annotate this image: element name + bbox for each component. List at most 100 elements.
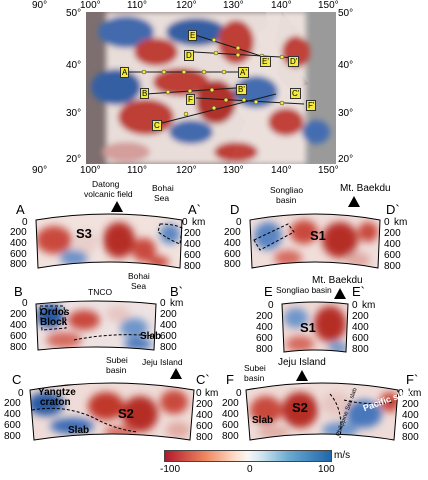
section-F-S2-label: S2 <box>292 400 308 415</box>
section-C-yangtze-label-2: craton <box>40 397 71 408</box>
section-E-surface-label: Songliao basin <box>276 285 332 295</box>
section-F-surface-label-2: basin <box>244 373 265 383</box>
section-C-depth-600: 600 <box>4 420 21 431</box>
lon-tick-bottom-90: 90° <box>32 165 48 176</box>
section-F: F F` Subei basin Jeju Island 0 200 400 6… <box>212 356 428 444</box>
section-F-right-depth-400: 400 <box>402 410 419 421</box>
lon-tick-top-140: 140° <box>271 0 292 11</box>
map-label-D-prime: D' <box>288 56 300 67</box>
section-B-depth-400: 400 <box>10 320 27 331</box>
section-E-depth-200: 200 <box>256 311 273 322</box>
section-D-plot <box>249 213 381 269</box>
section-D-right-label: D` <box>386 202 400 217</box>
section-C-S2-label: S2 <box>118 406 134 421</box>
section-C-right-depth-800: 800 <box>196 432 213 443</box>
section-F-depth-200: 200 <box>222 398 239 409</box>
section-D-right-depth-600: 600 <box>384 250 401 261</box>
section-E-right-label: E` <box>352 284 365 299</box>
section-A-depth-400: 400 <box>10 238 27 249</box>
section-A-right-depth-600: 600 <box>184 250 201 261</box>
lon-tick-top-120: 120° <box>176 0 197 11</box>
section-B-surface-label: TNCO <box>88 287 113 297</box>
section-A: A A` Datong volcanic field Bohai Sea 0 2… <box>0 180 214 280</box>
section-A-S3-label: S3 <box>76 226 92 241</box>
lon-tick-bottom-100: 100° <box>80 165 101 176</box>
section-C-right-depth-0: 0 <box>196 388 202 399</box>
section-B-ordos-label-2: Block <box>40 317 68 328</box>
section-E-right-depth-200: 200 <box>352 311 369 322</box>
lon-tick-top-150: 150° <box>318 0 339 11</box>
section-F-depth-0: 0 <box>236 388 242 399</box>
section-F-right-depth-0: 0 <box>398 388 404 399</box>
section-B-sea-label-1: Bohai <box>128 271 150 281</box>
section-A-right-depth-200: 200 <box>184 228 201 239</box>
section-F-right-depth-800: 800 <box>402 432 419 443</box>
colorbar-tick-max: 100 <box>318 464 335 475</box>
lon-tick-bottom-130: 130° <box>223 165 244 176</box>
lon-tick-bottom-140: 140° <box>271 165 292 176</box>
section-A-sea-label-1: Bohai <box>152 183 174 193</box>
lon-tick-top-110: 110° <box>127 0 147 11</box>
section-B-left-label: B <box>14 284 23 299</box>
lat-tick-right-50: 50° <box>338 8 354 19</box>
section-B-unit: km <box>170 298 184 309</box>
station-dots <box>141 37 285 117</box>
section-C-island-marker <box>170 368 182 379</box>
section-C-unit: km <box>205 388 219 399</box>
section-A-volcano-marker <box>111 201 123 212</box>
tomography-map: 90° 100° 110° 120° 130° 140° 150° 90° 10… <box>0 0 428 176</box>
section-B-depth-600: 600 <box>10 331 27 342</box>
section-E-plot <box>281 301 349 353</box>
section-F-sea-label: Jeju Island <box>278 357 326 368</box>
section-B-depth-800: 800 <box>10 342 27 353</box>
lat-tick-left-20: 20° <box>66 154 82 165</box>
map-label-D: D <box>184 50 194 61</box>
map-label-E: E <box>188 30 198 41</box>
lon-tick-bottom-120: 120° <box>176 165 197 176</box>
section-C-right-depth-200: 200 <box>196 399 213 410</box>
lat-tick-left-30: 30° <box>66 108 82 119</box>
section-A-depth-800: 800 <box>10 259 27 270</box>
section-F-surface-label-1: Subei <box>244 363 266 373</box>
section-B-depth-0: 0 <box>22 298 28 309</box>
section-B-ordos-label-1: Ordos <box>40 307 70 318</box>
lon-tick-top-90: 90° <box>32 0 48 11</box>
section-E-depth-600: 600 <box>256 333 273 344</box>
section-C-depth-0: 0 <box>18 388 24 399</box>
section-E-unit: km <box>362 300 376 311</box>
lat-tick-left-50: 50° <box>66 8 82 19</box>
section-E-right-depth-400: 400 <box>352 322 369 333</box>
section-D-right-depth-200: 200 <box>384 228 401 239</box>
section-B-plot <box>35 300 157 351</box>
lat-tick-left-40: 40° <box>66 60 82 71</box>
section-A-right-depth-0: 0 <box>182 217 188 228</box>
section-A-depth-0: 0 <box>22 217 28 228</box>
section-D-right-depth-800: 800 <box>384 261 401 272</box>
section-E-volcano-marker <box>334 288 346 299</box>
section-A-right-depth-800: 800 <box>184 261 201 272</box>
section-C-depth-200: 200 <box>4 398 21 409</box>
section-A-sea-label-2: Sea <box>154 193 170 203</box>
section-F-right-depth-600: 600 <box>402 421 419 432</box>
lon-tick-bottom-110: 110° <box>127 165 147 176</box>
section-C-depth-800: 800 <box>4 431 21 442</box>
section-E: E E` Songliao basin Mt. Baekdu 0 200 400… <box>220 270 428 358</box>
section-F-island-marker <box>296 370 308 381</box>
section-C-sea-label: Jeju Island <box>142 357 183 367</box>
map-label-C: C <box>152 120 162 131</box>
section-D-depth-600: 600 <box>224 249 241 260</box>
section-E-right-depth-0: 0 <box>352 300 358 311</box>
section-D-sea-label: Mt. Baekdu <box>340 183 391 194</box>
section-B-depth-200: 200 <box>10 309 27 320</box>
section-D-left-label: D <box>230 202 240 217</box>
section-D-unit: km <box>394 217 408 228</box>
section-E-depth-0: 0 <box>268 300 274 311</box>
section-C-right-depth-400: 400 <box>196 410 213 421</box>
section-C-yangtze-label-1: Yangtze <box>38 387 76 398</box>
map-label-A: A <box>120 67 130 78</box>
lat-tick-right-20: 20° <box>338 154 354 165</box>
section-B-sea-label-2: Sea <box>131 281 147 291</box>
map-label-F: F <box>186 94 195 105</box>
section-E-sea-label: Mt. Baekdu <box>312 275 363 286</box>
lon-tick-top-130: 130° <box>223 0 244 11</box>
